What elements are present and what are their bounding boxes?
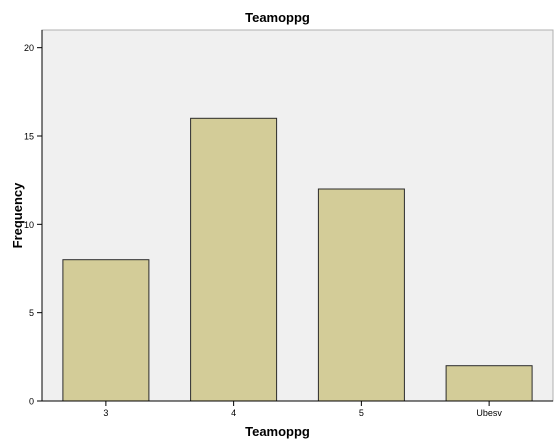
x-tick-label: 5 [359,408,364,418]
y-axis-title: Frequency [10,182,25,249]
x-tick-label: 4 [231,408,236,418]
bar-4 [190,117,278,402]
bar-3 [62,259,150,402]
x-axis-title: Teamoppg [245,424,310,439]
chart-title: Teamoppg [245,10,310,25]
x-ticks: 3 4 5 Ubesv [103,401,502,418]
y-tick-label: 15 [24,132,34,142]
x-tick-label: Ubesv [476,408,502,418]
y-tick-label: 20 [24,43,34,53]
bar-ubesv [445,365,533,402]
y-tick-label: 5 [29,308,34,318]
y-tick-label: 10 [24,220,34,230]
x-tick-label: 3 [103,408,108,418]
y-tick-label: 0 [29,397,34,407]
bars-layer [62,117,533,402]
y-ticks: 0 5 10 15 20 [24,43,42,407]
axes-layer [41,30,553,402]
bar-5 [317,188,405,402]
